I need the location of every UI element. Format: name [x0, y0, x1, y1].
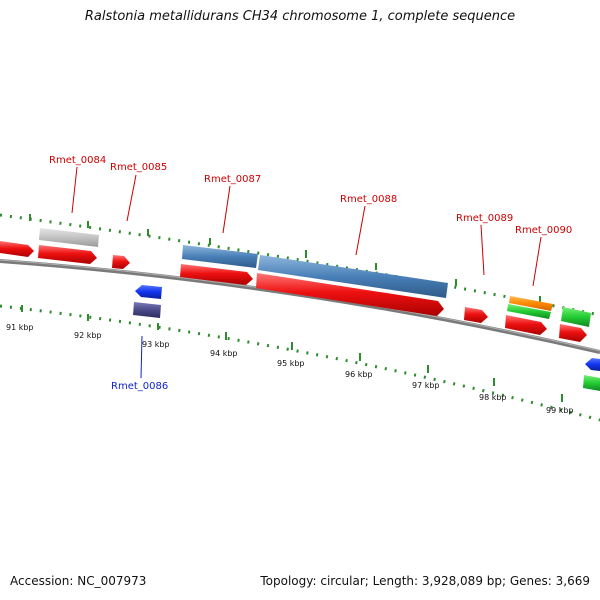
minus-strand-genes[interactable]	[133, 285, 600, 391]
gene-feature-rmet-0083[interactable]	[0, 241, 34, 257]
gene-feature-rmet-0091[interactable]	[559, 324, 587, 342]
map-title: Ralstonia metallidurans CH34 chromosome …	[84, 9, 516, 24]
gene-feature-rmet-0089[interactable]	[464, 307, 488, 323]
gene-feature-rmet-0088-rna[interactable]	[258, 255, 448, 298]
gene-feature-rmet-0091-green[interactable]	[561, 307, 591, 327]
kbp-label: 98 kbp	[479, 393, 507, 402]
gene-label-rmet-0085[interactable]: Rmet_0085	[110, 162, 167, 173]
gene-feature-rmet-0090-orange[interactable]	[509, 296, 553, 311]
accession-text: Accession: NC_007973	[10, 574, 147, 588]
inner-major-ticks	[21, 305, 563, 402]
kbp-label: 92 kbp	[74, 331, 102, 340]
gene-label-rmet-0087[interactable]: Rmet_0087	[204, 174, 261, 185]
gene-feature-rmet-0090[interactable]	[505, 315, 547, 335]
gene-label-group: Rmet_0084 Rmet_0085 Rmet_0087 Rmet_0088 …	[49, 155, 572, 392]
gene-feature-rmet-0086-blue[interactable]	[135, 285, 162, 299]
kbp-label: 94 kbp	[210, 349, 238, 358]
gene-label-rmet-0086[interactable]: Rmet_0086	[111, 381, 168, 392]
gene-feature-rmet-0084[interactable]	[38, 245, 97, 264]
gene-feature-rmet-0088[interactable]	[256, 273, 444, 316]
gene-feature-rmet-0084-grey[interactable]	[39, 228, 99, 247]
kbp-label: 93 kbp	[142, 340, 170, 349]
label-leaders	[71, 166, 542, 379]
gene-feature-rmet-0085[interactable]	[112, 255, 130, 269]
topology-summary: Topology: circular; Length: 3,928,089 bp…	[260, 574, 590, 588]
gene-feature-rmet-0090-green[interactable]	[507, 304, 551, 319]
gene-label-rmet-0084[interactable]: Rmet_0084	[49, 155, 106, 166]
kbp-label: 91 kbp	[6, 323, 34, 332]
kbp-label: 96 kbp	[345, 370, 373, 379]
gene-feature-rmet-0087-rna[interactable]	[182, 245, 258, 268]
plus-strand-genes[interactable]	[0, 228, 591, 342]
gene-feature-rmet-0087[interactable]	[180, 264, 253, 285]
kbp-label: 95 kbp	[277, 359, 305, 368]
gene-feature-rmet-0092-blue[interactable]	[585, 358, 600, 371]
gene-label-rmet-0090[interactable]: Rmet_0090	[515, 225, 572, 236]
kbp-label: 97 kbp	[412, 381, 440, 390]
kbp-label: 99 kbp	[546, 406, 574, 415]
gene-feature-rmet-0092-green[interactable]	[583, 375, 600, 391]
kbp-label-group: 91 kbp 92 kbp 93 kbp 94 kbp 95 kbp 96 kb…	[6, 323, 574, 415]
gene-label-rmet-0088[interactable]: Rmet_0088	[340, 194, 397, 205]
gene-label-rmet-0089[interactable]: Rmet_0089	[456, 213, 513, 224]
gene-feature-rmet-0086[interactable]	[133, 302, 161, 318]
outer-major-ticks	[29, 214, 541, 303]
